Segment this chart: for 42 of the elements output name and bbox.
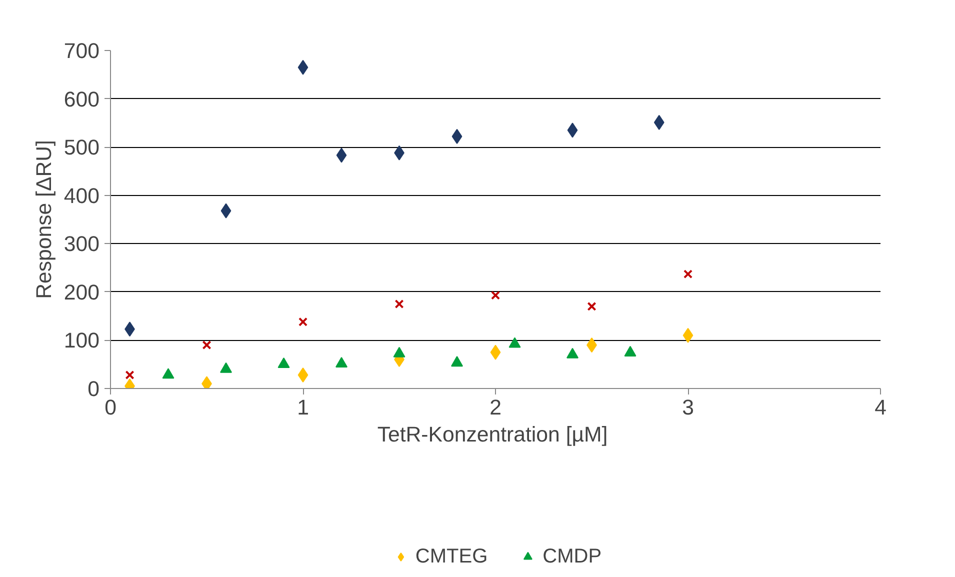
point	[202, 340, 212, 350]
point	[451, 356, 463, 367]
y-tick-label: 400	[64, 184, 100, 208]
point	[220, 203, 232, 218]
point	[278, 358, 290, 368]
point	[624, 346, 636, 356]
y-tick-label: 500	[64, 136, 100, 160]
x-tick-label: 2	[490, 396, 502, 420]
x-tick-label: 4	[874, 396, 887, 420]
y-tick-label: 200	[64, 280, 100, 304]
x-tick-label: 1	[297, 396, 309, 420]
point	[566, 348, 578, 358]
point	[336, 357, 348, 368]
point	[298, 367, 308, 382]
point	[125, 370, 134, 380]
point	[490, 344, 501, 360]
point	[654, 114, 664, 130]
point	[393, 346, 406, 358]
point	[298, 317, 308, 326]
point	[587, 302, 596, 311]
legend-label: CMTEG	[415, 545, 488, 568]
y-tick-label: 100	[64, 328, 100, 353]
point	[452, 128, 462, 144]
y-tick-label: 700	[64, 39, 100, 63]
y-tick-label: 600	[64, 87, 100, 112]
point	[567, 122, 578, 138]
legend-label: CMDP	[542, 545, 602, 568]
y-axis-title: Response [ΔRU]	[32, 140, 56, 299]
point	[490, 290, 500, 300]
y-tick-label: 0	[88, 377, 100, 401]
point	[683, 270, 693, 279]
point	[220, 362, 232, 373]
x-tick-label: 3	[682, 396, 694, 420]
y-tick-label: 300	[64, 232, 100, 256]
x-tick-label: 0	[104, 396, 117, 420]
point	[298, 60, 308, 75]
x-axis-title: TetR-Konzentration [µM]	[377, 422, 608, 446]
point	[336, 148, 347, 163]
point	[394, 299, 404, 309]
point	[508, 337, 521, 348]
point	[162, 368, 174, 379]
point	[682, 328, 694, 343]
